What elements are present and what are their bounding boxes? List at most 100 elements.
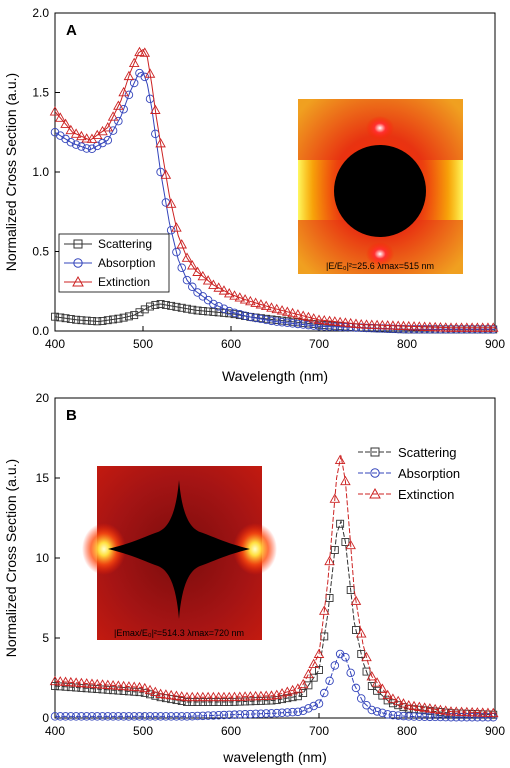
point-extinction: [55, 112, 66, 122]
point-extinction: [202, 691, 214, 702]
point-absorption: [309, 701, 318, 711]
point-extinction: [128, 681, 140, 691]
point-scattering: [394, 701, 403, 710]
point-extinction: [139, 682, 151, 693]
point-extinction: [223, 288, 235, 298]
point-absorption: [156, 712, 165, 721]
point-absorption: [77, 142, 86, 151]
point-extinction: [123, 681, 135, 691]
point-scattering: [98, 685, 107, 694]
point-scattering: [188, 698, 197, 706]
point-absorption: [452, 712, 461, 722]
point-extinction: [49, 106, 61, 116]
point-scattering: [161, 300, 170, 309]
point-extinction: [165, 198, 177, 208]
point-extinction: [292, 309, 304, 319]
y-tick-label: 10: [36, 551, 50, 565]
point-extinction: [97, 679, 108, 689]
point-absorption: [298, 706, 308, 716]
point-extinction: [155, 137, 166, 148]
point-absorption: [256, 709, 266, 718]
point-extinction: [408, 321, 420, 331]
point-extinction: [187, 691, 198, 702]
point-extinction: [234, 292, 246, 302]
point-extinction: [213, 282, 224, 292]
point-absorption: [330, 322, 340, 332]
point-absorption: [135, 712, 144, 721]
point-scattering: [130, 311, 139, 320]
x-tick-label: 700: [309, 724, 329, 738]
point-extinction: [118, 680, 129, 691]
legend-a: Scattering Absorption Extinction: [58, 233, 170, 293]
point-scattering: [82, 684, 91, 693]
point-extinction: [239, 294, 251, 304]
point-extinction: [218, 691, 230, 702]
point-absorption: [320, 688, 329, 698]
point-extinction: [334, 316, 346, 327]
point-scattering: [98, 317, 107, 325]
point-extinction: [202, 275, 214, 285]
point-scattering: [82, 316, 91, 325]
point-absorption: [362, 700, 371, 710]
point-absorption: [351, 683, 361, 693]
point-scattering: [88, 317, 96, 325]
point-absorption: [378, 708, 387, 718]
point-scattering: [156, 300, 165, 308]
point-extinction: [361, 319, 372, 329]
point-absorption: [467, 712, 477, 722]
field-map-inset-a: |E/E₀|²=25.6 λmax=515 nm: [298, 99, 463, 274]
point-scattering: [119, 687, 128, 695]
point-scattering: [198, 307, 207, 315]
legend-label-extinction-b: Extinction: [398, 487, 454, 502]
inset-caption-b: |Emax/E₀|²=514.3 λmax=720 nm: [114, 628, 244, 638]
point-absorption: [383, 710, 392, 719]
point-extinction: [382, 320, 393, 330]
point-extinction: [250, 297, 261, 307]
point-extinction: [234, 691, 246, 701]
point-extinction: [456, 706, 467, 716]
point-scattering: [66, 683, 75, 692]
point-scattering: [272, 696, 281, 705]
point-absorption: [66, 712, 76, 721]
point-scattering: [109, 686, 118, 695]
point-absorption: [325, 322, 334, 331]
point-extinction: [134, 681, 145, 692]
point-scattering: [330, 546, 339, 554]
point-extinction: [387, 693, 399, 703]
point-extinction: [308, 658, 319, 669]
x-tick-label: 400: [45, 337, 65, 351]
point-extinction: [361, 651, 372, 662]
point-extinction: [118, 86, 129, 97]
point-absorption: [103, 135, 113, 145]
series-line-extinction: [54, 455, 496, 714]
point-extinction: [70, 128, 82, 138]
point-scattering: [388, 699, 397, 708]
point-absorption: [92, 141, 102, 151]
point-extinction: [49, 675, 61, 686]
point-extinction: [424, 703, 436, 713]
point-absorption: [140, 712, 150, 721]
point-scattering: [220, 698, 228, 706]
point-extinction: [181, 691, 193, 702]
point-extinction: [155, 688, 166, 698]
point-absorption: [272, 317, 282, 326]
point-extinction: [487, 322, 499, 332]
point-extinction: [403, 700, 415, 710]
point-absorption: [50, 712, 60, 721]
x-tick-label: 800: [397, 337, 417, 351]
point-absorption: [172, 247, 181, 257]
point-absorption: [267, 316, 276, 326]
point-extinction: [398, 320, 409, 331]
point-absorption: [188, 711, 197, 721]
point-absorption: [420, 712, 429, 721]
point-absorption: [129, 78, 139, 88]
point-extinction: [144, 684, 156, 695]
point-scattering: [51, 312, 59, 321]
series-line-extinction: [54, 48, 495, 329]
point-absorption: [198, 711, 208, 721]
point-extinction: [181, 252, 193, 262]
y-tick-label: 0: [42, 711, 49, 725]
point-absorption: [182, 712, 192, 721]
point-extinction: [192, 691, 203, 702]
point-extinction: [287, 307, 298, 318]
